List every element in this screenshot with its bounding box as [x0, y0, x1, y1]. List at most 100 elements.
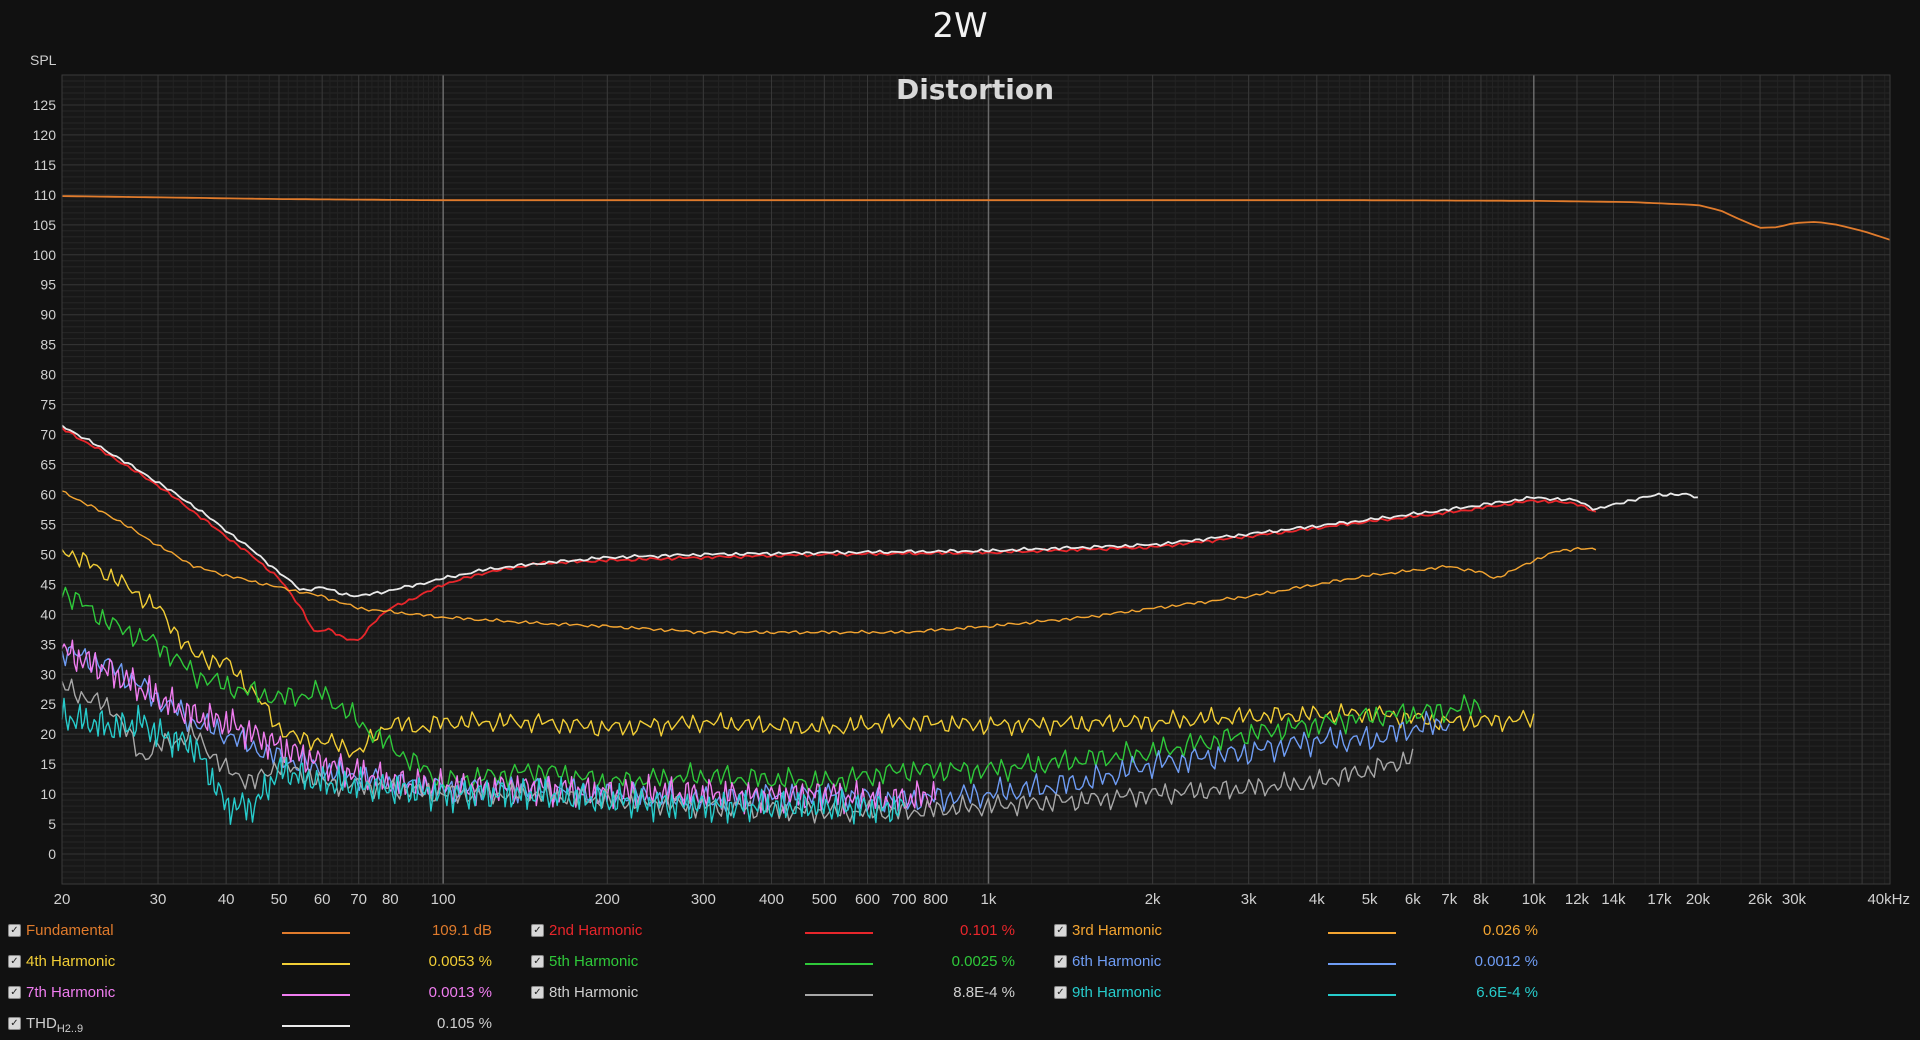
legend-label: 8th Harmonic	[549, 984, 638, 1001]
legend-series-name: 7th Harmonic	[26, 984, 116, 1001]
y-tick-label: 0	[48, 846, 56, 862]
legend-swatch	[1328, 963, 1396, 965]
series-line-thd	[61, 424, 1698, 598]
plot-background	[62, 75, 1890, 884]
y-tick-label: 20	[40, 726, 56, 742]
y-tick-label: 45	[40, 576, 56, 592]
y-tick-label: 35	[40, 636, 56, 652]
legend-label: 4th Harmonic	[26, 953, 115, 970]
y-tick-label: 80	[40, 367, 56, 383]
legend-swatch	[282, 994, 350, 996]
x-tick-label: 500	[812, 891, 837, 908]
legend-checkbox[interactable]: ✓	[531, 955, 544, 968]
y-tick-label: 105	[33, 217, 57, 233]
legend-value: 109.1 dB	[431, 922, 492, 939]
y-tick-label: 60	[40, 486, 56, 502]
legend-checkbox[interactable]: ✓	[8, 924, 21, 937]
legend-series-name: Fundamental	[26, 922, 114, 939]
legend: ✓ Fundamental 109.1 dB ✓ 2nd Harmonic 0.101 %…	[0, 914, 1920, 1040]
series-line-fundamental	[61, 195, 1891, 241]
legend-swatch	[282, 932, 350, 934]
legend-item: ✓ THDH2..9 0.105 %	[8, 1013, 508, 1037]
x-tick-label: 600	[855, 891, 880, 908]
x-tick-label: 6k	[1405, 891, 1421, 908]
y-tick-label: 90	[40, 307, 56, 323]
x-tick-label: 20	[54, 891, 71, 908]
x-tick-label: 7k	[1441, 891, 1457, 908]
legend-value: 0.0012 %	[1474, 953, 1538, 970]
x-tick-label: 14k	[1601, 891, 1626, 908]
y-tick-label: 10	[40, 786, 56, 802]
legend-item: ✓ 7th Harmonic 0.0013 %	[8, 982, 508, 1006]
legend-series-name: 9th Harmonic	[1072, 984, 1162, 1001]
legend-item: ✓ 3rd Harmonic 0.026 %	[1054, 920, 1554, 944]
x-tick-label: 800	[923, 891, 948, 908]
y-tick-label: 115	[34, 157, 57, 173]
legend-item: ✓ 2nd Harmonic 0.101 %	[531, 920, 1031, 944]
y-tick-label: 65	[40, 457, 56, 473]
x-tick-label: 2k	[1145, 891, 1161, 908]
legend-checkbox[interactable]: ✓	[8, 986, 21, 999]
legend-series-subscript: H2..9	[56, 1023, 84, 1035]
x-tick-label: 400	[759, 891, 784, 908]
legend-checkbox[interactable]: ✓	[8, 1017, 21, 1030]
legend-swatch	[805, 932, 873, 934]
legend-item: ✓ 9th Harmonic 6.6E-4 %	[1054, 982, 1554, 1006]
x-tick-label: 30k	[1782, 891, 1807, 908]
page-title: 2W	[932, 6, 988, 46]
legend-item: ✓ 6th Harmonic 0.0012 %	[1054, 951, 1554, 975]
legend-checkbox[interactable]: ✓	[8, 955, 21, 968]
x-tick-label: 40kHz	[1867, 891, 1910, 908]
x-tick-label: 8k	[1473, 891, 1489, 908]
y-tick-label: 100	[33, 247, 57, 263]
series-lines	[61, 195, 1891, 825]
legend-value: 0.026 %	[1482, 922, 1538, 939]
x-tick-label: 60	[314, 891, 331, 908]
y-tick-labels: 0 5 10 15 20 25 30 35 40 45 50 55 60 65 70 75 80 85 90 95 10…	[33, 97, 57, 862]
x-tick-label: 3k	[1241, 891, 1257, 908]
legend-label: 5th Harmonic	[549, 953, 638, 970]
legend-checkbox[interactable]: ✓	[1054, 955, 1067, 968]
distortion-chart: Distortion SPL 0 5 10 15 20 25 30 35 40 45 50 55 60 6…	[30, 52, 1910, 908]
x-tick-label: 30	[150, 891, 167, 908]
legend-series-name: 4th Harmonic	[26, 953, 116, 970]
x-tick-label: 12k	[1565, 891, 1590, 908]
legend-value: 0.101 %	[959, 922, 1015, 939]
legend-value: 0.105 %	[436, 1015, 492, 1032]
x-tick-label: 26k	[1748, 891, 1773, 908]
legend-label: THDH2..9	[26, 1015, 84, 1035]
plot-frame	[61, 74, 1891, 885]
series-line-4th-harmonic	[61, 549, 1535, 758]
legend-swatch	[282, 963, 350, 965]
x-tick-label: 80	[382, 891, 399, 908]
legend-label: 7th Harmonic	[26, 984, 115, 1001]
legend-checkbox[interactable]: ✓	[1054, 924, 1067, 937]
y-tick-label: 120	[33, 127, 57, 143]
y-tick-label: 5	[48, 816, 56, 832]
legend-checkbox[interactable]: ✓	[531, 986, 544, 999]
y-tick-label: 95	[40, 277, 56, 293]
legend-label: Fundamental	[26, 922, 114, 939]
legend-checkbox[interactable]: ✓	[1054, 986, 1067, 999]
legend-series-name: 2nd Harmonic	[549, 922, 643, 939]
legend-series-name: 8th Harmonic	[549, 984, 639, 1001]
x-tick-labels: 20 30 40 50 60 70 80 100 200 300 400 500 600 700 800 1k…	[54, 891, 1910, 908]
series-line-9th-harmonic	[61, 697, 905, 825]
legend-value: 0.0025 %	[951, 953, 1015, 970]
major-gridlines	[61, 75, 1890, 884]
x-tick-label: 5k	[1362, 891, 1378, 908]
y-tick-label: 15	[40, 756, 56, 772]
series-line-3rd-harmonic	[61, 490, 1597, 635]
legend-checkbox[interactable]: ✓	[531, 924, 544, 937]
y-tick-label: 30	[40, 666, 56, 682]
legend-swatch	[805, 963, 873, 965]
y-tick-label: 40	[40, 606, 56, 622]
y-tick-label: 50	[40, 546, 56, 562]
legend-value: 0.0053 %	[428, 953, 492, 970]
legend-series-name: THD	[26, 1015, 57, 1032]
legend-label: 9th Harmonic	[1072, 984, 1161, 1001]
legend-item: ✓ 5th Harmonic 0.0025 %	[531, 951, 1031, 975]
legend-series-name: 5th Harmonic	[549, 953, 639, 970]
x-tick-label: 200	[595, 891, 620, 908]
chart-title: Distortion	[896, 73, 1054, 106]
